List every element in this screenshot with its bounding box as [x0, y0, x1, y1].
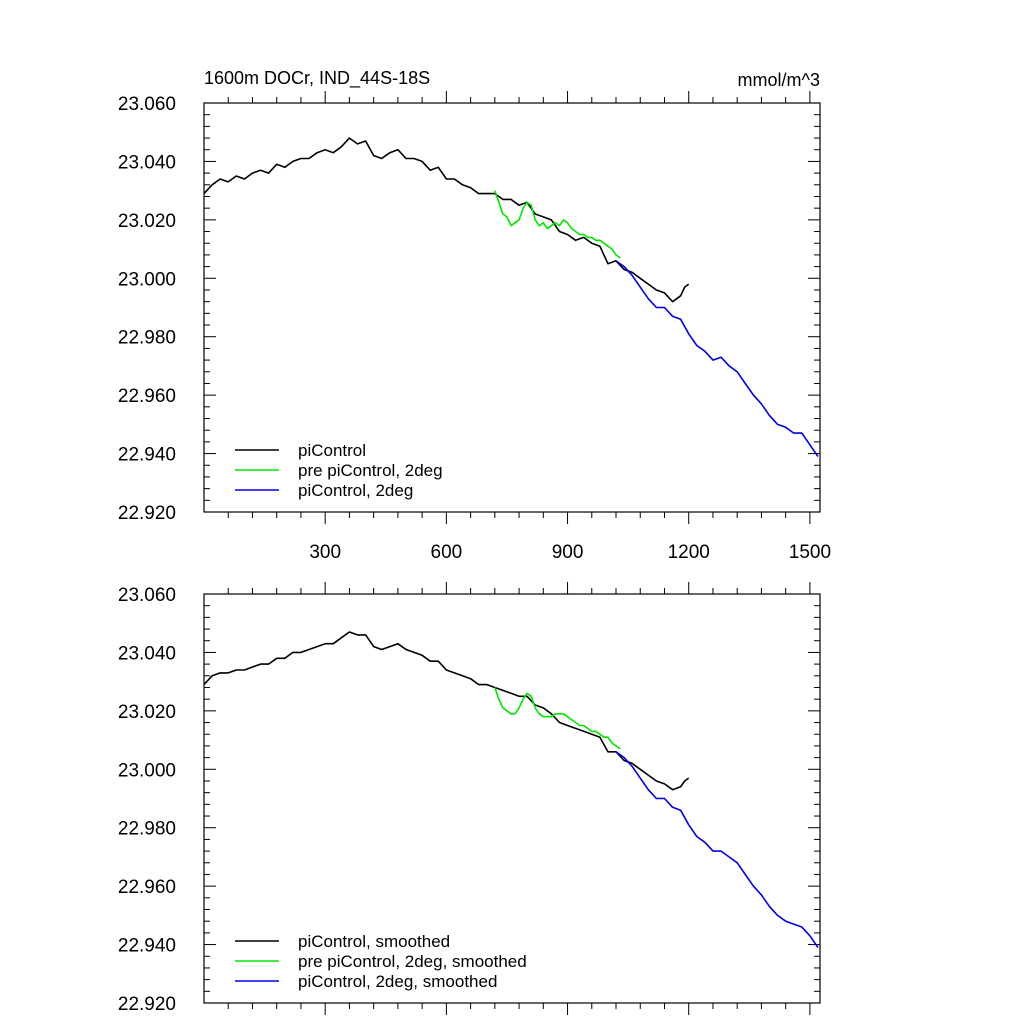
legend-label: pre piControl, 2deg	[298, 461, 443, 480]
legend-label: piControl, 2deg, smoothed	[298, 972, 497, 991]
legend-label: piControl, 2deg	[298, 481, 413, 500]
series-line-0	[203, 631, 690, 791]
y-tick-label: 23.020	[118, 702, 176, 723]
y-tick-label: 22.960	[118, 386, 176, 407]
series-line-0	[203, 137, 690, 303]
y-tick-label: 22.940	[118, 445, 176, 466]
y-tick-label: 22.920	[118, 503, 176, 524]
y-tick-label: 23.060	[118, 94, 176, 115]
y-tick-label: 23.020	[118, 211, 176, 232]
y-tick-label: 23.040	[118, 152, 176, 173]
legend-label: pre piControl, 2deg, smoothed	[298, 952, 527, 971]
legend-label: piControl, smoothed	[298, 932, 450, 951]
chart-title: 1600m DOCr, IND_44S-18S	[204, 68, 430, 89]
x-tick-label: 300	[309, 542, 341, 563]
series-line-2	[615, 751, 819, 948]
y-tick-label: 23.040	[118, 643, 176, 664]
y-tick-label: 22.940	[118, 936, 176, 957]
y-tick-label: 23.000	[118, 760, 176, 781]
legend-label: piControl	[298, 441, 366, 460]
series-line-2	[615, 260, 819, 457]
bottom-panel: 22.920 22.940 22.960 22.980 23.000 23.020 23.0…	[118, 582, 821, 1015]
series-line-1	[494, 687, 621, 750]
units-label: mmol/m^3	[738, 70, 820, 90]
x-tick-label: 1500	[789, 542, 831, 563]
y-tick-label: 22.980	[118, 819, 176, 840]
y-tick-label: 23.000	[118, 269, 176, 290]
x-tick-label: 900	[552, 542, 584, 563]
top-panel: 22.920 22.940 22.960 22.980 23.000 23.020 23.0…	[118, 91, 831, 563]
y-tick-label: 23.060	[118, 585, 176, 606]
x-tick-label: 1200	[668, 542, 710, 563]
y-tick-label: 22.920	[118, 994, 176, 1015]
plot-frame	[203, 102, 821, 513]
y-tick-label: 22.960	[118, 877, 176, 898]
x-tick-label: 600	[431, 542, 463, 563]
plot-frame	[203, 593, 821, 1004]
series-line-1	[494, 190, 621, 259]
y-tick-label: 22.980	[118, 328, 176, 349]
